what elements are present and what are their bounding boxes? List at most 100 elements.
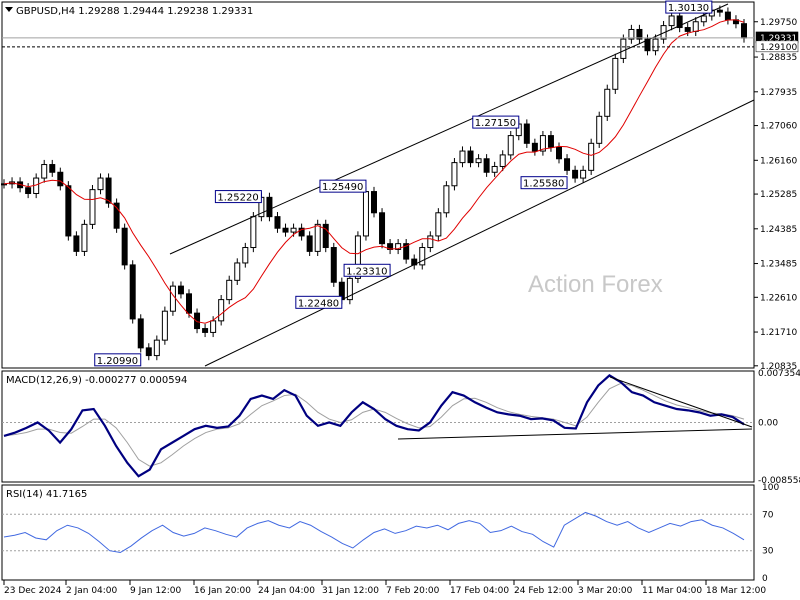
candle <box>145 347 152 357</box>
candle <box>459 150 466 164</box>
annotation-box <box>472 115 520 129</box>
annotation-box <box>214 190 262 204</box>
macd-layer <box>2 374 754 478</box>
annotation-box <box>319 179 367 193</box>
annotation-text: 1.25580 <box>523 179 564 190</box>
candle <box>580 169 587 179</box>
candle <box>322 223 329 249</box>
candle <box>250 216 257 249</box>
annotation-label: 1.27150 <box>472 115 520 129</box>
annotation-box <box>343 263 391 277</box>
candle <box>700 15 707 23</box>
candle <box>467 150 474 164</box>
candle <box>379 212 386 245</box>
macd-line <box>3 374 745 478</box>
candle <box>556 146 562 160</box>
candle <box>588 142 595 171</box>
price-axis-label: 1.23485 <box>760 260 797 270</box>
candle <box>105 177 112 204</box>
annotation-box <box>295 295 343 309</box>
annotation-label: 1.25490 <box>319 179 367 193</box>
time-axis-label: 18 Mar 12:00 <box>706 586 766 596</box>
candle <box>523 123 530 144</box>
annotation-label: 1.30130 <box>665 0 713 14</box>
candle <box>202 328 209 333</box>
candle <box>210 320 217 333</box>
time-axis-label: 23 Dec 2024 <box>4 586 62 596</box>
candle <box>97 177 104 191</box>
candle <box>218 299 225 322</box>
candle <box>362 191 369 237</box>
candle <box>676 15 683 29</box>
annotation-text: 1.22480 <box>298 298 339 309</box>
candle <box>483 158 490 173</box>
annotation-text: 1.27150 <box>475 118 516 129</box>
candle <box>298 227 305 237</box>
time-axis-label: 2 Jan 04:00 <box>66 586 118 596</box>
price-axis-label: 1.20835 <box>760 362 797 372</box>
candle <box>612 57 619 90</box>
annotation-text: 1.23310 <box>346 266 387 277</box>
axis-layer: 1.29750 1.28835 1.27935 1.27060 1.26160 1.252… <box>3 18 800 596</box>
macd-axis-label: -0.008558 <box>758 476 800 486</box>
candle <box>547 135 554 148</box>
candle <box>186 293 192 314</box>
candle <box>604 88 611 117</box>
annotation-label: 1.23310 <box>343 263 391 277</box>
price-axis-label: 1.21710 <box>760 328 797 338</box>
candle <box>427 235 434 249</box>
candle <box>636 28 643 40</box>
rsi-axis-label: 0 <box>762 574 768 584</box>
candle <box>161 310 168 341</box>
candle <box>81 223 88 252</box>
candle <box>282 227 289 233</box>
candle <box>113 202 120 229</box>
candle <box>652 38 659 52</box>
moving-average-line <box>3 19 745 324</box>
candle <box>121 227 128 266</box>
channel-upper-line <box>169 3 729 255</box>
candle <box>274 216 281 229</box>
candle <box>137 318 144 349</box>
candle <box>572 169 579 179</box>
candle <box>73 235 80 252</box>
annotation-label: 1.20990 <box>94 353 142 367</box>
annotation-box <box>520 176 568 190</box>
candle <box>684 27 691 32</box>
level-price-tag <box>755 40 799 53</box>
annotation-label: 1.22480 <box>295 295 343 309</box>
watermark-text: Action Forex <box>528 271 663 298</box>
dropdown-triangle-icon[interactable] <box>5 7 13 12</box>
time-axis-label: 17 Feb 04:00 <box>450 586 509 596</box>
candle <box>507 135 514 156</box>
candle <box>443 185 450 214</box>
time-axis-label: 7 Feb 20:00 <box>386 586 440 596</box>
candle <box>242 247 249 264</box>
time-axis-label: 31 Jan 12:00 <box>322 586 379 596</box>
rsi-layer <box>2 511 754 554</box>
annotation-box <box>94 353 142 367</box>
candle <box>596 115 603 144</box>
price-axis-label: 1.29750 <box>760 18 797 28</box>
candle <box>234 262 241 281</box>
price-axis-label: 1.28835 <box>760 53 797 63</box>
price-axis-label: 1.27060 <box>760 122 797 132</box>
price-axis-label: 1.27935 <box>760 88 797 98</box>
rsi-header: RSI(14) 41.7165 <box>6 489 87 500</box>
macd-axis-label: 0.007354 <box>758 369 800 379</box>
time-axis-label: 24 Jan 04:00 <box>258 586 315 596</box>
price-layer: 1.20990 1.22480 1.25220 1.25490 1.23310 1.271… <box>1 0 755 367</box>
candle <box>266 196 273 218</box>
candle <box>177 285 184 295</box>
annotation-box <box>665 0 713 14</box>
symbol-header: GBPUSD,H4 1.29288 1.29444 1.29238 1.2933… <box>16 6 253 17</box>
rsi-axis-label: 30 <box>762 547 774 557</box>
candle <box>226 279 233 301</box>
price-axis-label: 1.25285 <box>760 190 797 200</box>
price-axis-label: 1.26160 <box>760 156 797 166</box>
rsi-axis-label: 100 <box>762 483 779 493</box>
candle <box>25 187 32 194</box>
candle <box>41 164 48 179</box>
candle <box>153 339 160 357</box>
